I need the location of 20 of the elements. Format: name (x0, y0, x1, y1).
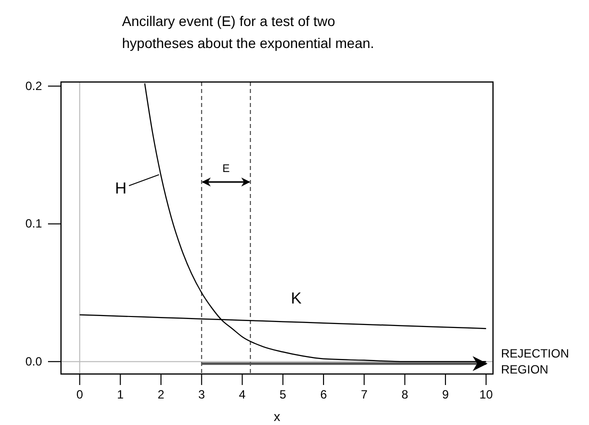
x-tick-label: 3 (198, 388, 206, 402)
legend-label: H (114, 180, 127, 198)
x-axis-title: x (274, 409, 281, 424)
x-tick-label: 4 (238, 388, 246, 402)
y-tick-label: 0.0 (25, 354, 42, 368)
x-tick-label: 7 (360, 388, 368, 402)
x-tick-label: 2 (158, 388, 165, 402)
x-tick-label: 5 (280, 388, 287, 402)
x-tick-label: 8 (401, 388, 408, 402)
x-tick-label: 6 (320, 388, 328, 402)
x-tick-label: 9 (442, 388, 450, 402)
annotation: REJECTION REGION (501, 346, 570, 377)
x-tick-label: 0 (76, 388, 84, 402)
x-tick-label: 10 (479, 388, 494, 402)
series-label: K (290, 290, 302, 308)
y-tick-label: 0.1 (25, 216, 42, 231)
annotation: E (222, 163, 230, 175)
y-tick-label: 0.2 (25, 78, 42, 93)
chart-title: Ancillary event (E) for a test of two hypotheses about the exponential mean. (122, 12, 376, 53)
x-tick-label: 1 (116, 388, 124, 402)
